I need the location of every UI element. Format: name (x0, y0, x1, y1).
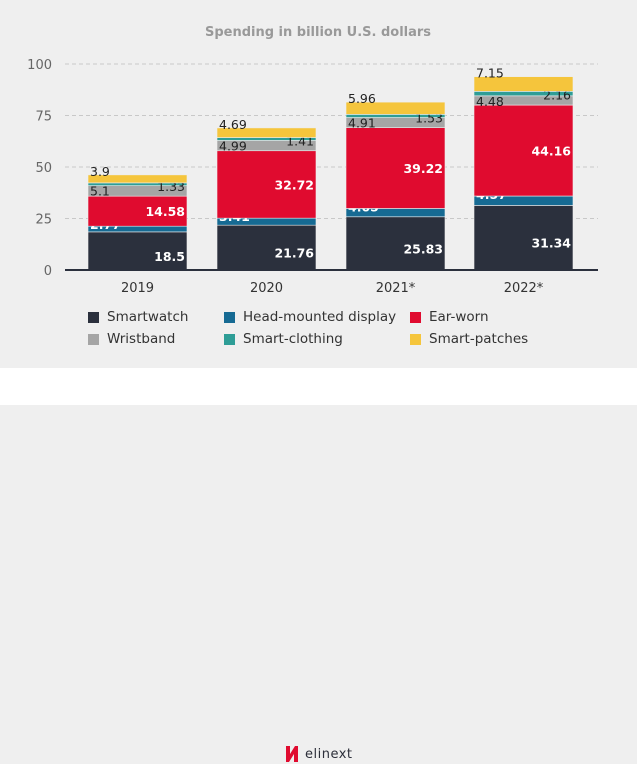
bar-segment (473, 76, 574, 92)
x-tick-label: 2021* (376, 281, 416, 296)
y-tick-label: 100 (27, 58, 52, 73)
x-tick-label: 2019 (121, 281, 154, 296)
data-label: 5.1 (90, 184, 110, 199)
legend-item: Smart-clothing (224, 331, 410, 347)
data-label: 44.16 (531, 144, 571, 159)
bar-segment (87, 231, 188, 271)
data-label: 31.34 (531, 236, 571, 251)
legend-label: Smart-patches (429, 331, 529, 347)
bar-segment (216, 127, 317, 138)
chart-title: Spending in billion U.S. dollars (205, 25, 431, 40)
legend-swatch (410, 311, 421, 323)
logo-text: elinext (305, 746, 353, 762)
bar-segment (87, 174, 188, 184)
x-tick-label: 2022* (504, 281, 544, 296)
footer: elinext (0, 368, 637, 762)
legend-swatch (224, 333, 235, 345)
bar-segment (345, 101, 446, 115)
legend-item: Smart-patches (410, 331, 560, 347)
data-label: 4.48 (476, 94, 504, 109)
legend-swatch (224, 311, 235, 323)
bar-segment (216, 224, 317, 271)
elinext-logo-icon (286, 746, 298, 762)
y-tick-label: 0 (44, 264, 52, 279)
legend-label: Smart-clothing (243, 331, 343, 347)
y-tick-label: 25 (35, 213, 52, 228)
legend-item: Head-mounted display (224, 309, 410, 325)
y-tick-label: 75 (35, 110, 52, 125)
data-label: 5.96 (348, 91, 376, 106)
data-label: 14.58 (145, 204, 185, 219)
data-label: 32.72 (274, 177, 314, 192)
legend-label: Head-mounted display (243, 309, 397, 325)
bar-segment (473, 205, 574, 271)
data-label: 25.83 (403, 241, 443, 256)
data-label: 4.91 (348, 116, 376, 131)
legend-swatch (88, 333, 99, 345)
bar-segment (216, 150, 317, 219)
legend: Smartwatch Head-mounted display Ear-worn Wr… (88, 309, 608, 347)
data-label: 39.22 (403, 161, 443, 176)
chart: Spending in billion U.S. dollars 0 25 50 75 1… (27, 25, 598, 296)
bar-segment (345, 216, 446, 271)
data-label: 4.69 (219, 117, 247, 132)
legend-label: Wristband (107, 331, 176, 347)
legend-item: Smartwatch (88, 309, 224, 325)
elinext-logo: elinext (285, 744, 353, 764)
data-label: 21.76 (274, 246, 314, 261)
data-label: 7.15 (476, 66, 504, 81)
legend-swatch (410, 333, 421, 345)
bar-segment (473, 104, 574, 197)
legend-item: Ear-worn (410, 309, 560, 325)
x-tick-label: 2020 (250, 281, 283, 296)
data-label: 3.9 (90, 164, 110, 179)
legend-label: Ear-worn (429, 309, 489, 325)
data-label: 4.99 (219, 138, 247, 153)
legend-swatch (88, 311, 99, 323)
data-label: 18.5 (154, 249, 185, 264)
bar-segment (345, 127, 446, 209)
legend-item: Wristband (88, 331, 224, 347)
y-tick-label: 50 (35, 161, 52, 176)
legend-label: Smartwatch (107, 309, 189, 325)
